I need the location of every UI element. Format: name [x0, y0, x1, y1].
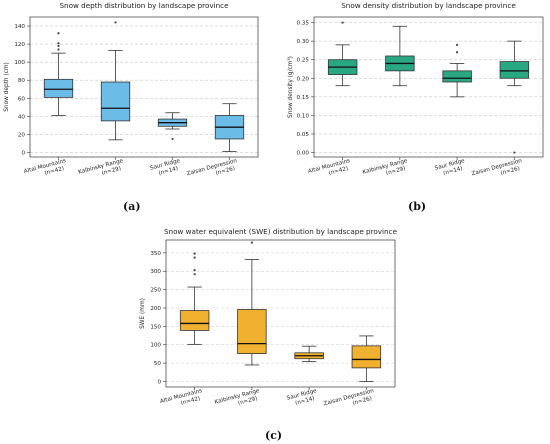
box	[237, 309, 267, 354]
y-tick-label: 0.00	[297, 151, 310, 157]
x-tick-label-count: (n=29)	[101, 166, 122, 177]
outlier-point	[57, 44, 60, 48]
y-axis-label: SWE (mm)	[140, 298, 146, 329]
x-tick-label-count: (n=29)	[385, 166, 406, 177]
outlier-point	[57, 48, 60, 51]
box	[351, 345, 382, 369]
x-tick-label-count: (n=14)	[443, 166, 464, 177]
y-tick-label: 0.25	[297, 58, 310, 64]
swe-chart: Snow water equivalent (SWE) distribution…	[140, 227, 398, 414]
plot-frame	[165, 239, 396, 388]
x-tick-label-count: (n=26)	[215, 166, 236, 177]
y-tick-label: 40	[18, 114, 26, 120]
x-tick-label: Zaisan Depression(n=26)	[323, 388, 377, 414]
y-tick-label: 80	[18, 78, 26, 84]
box	[179, 310, 210, 331]
outlier-point	[250, 241, 253, 244]
outlier-point	[57, 42, 60, 45]
outlier-point	[341, 21, 344, 24]
x-tick-label-count: (n=42)	[180, 396, 201, 407]
y-tick-label: 120	[14, 42, 25, 48]
x-tick-label-count: (n=29)	[237, 396, 258, 407]
x-tick-label-count: (n=26)	[500, 166, 521, 177]
x-tick-label: Altai Mountains(n=42)	[159, 388, 204, 412]
y-tick-label: 140	[14, 24, 25, 30]
y-tick-label: 100	[150, 343, 161, 349]
x-tick-label: Kalbinsky Range(n=29)	[78, 158, 126, 183]
x-tick-label-count: (n=14)	[295, 396, 316, 407]
x-tick-label: Saur Ridge(n=14)	[286, 388, 319, 409]
x-tick-label: Altai Mountains(n=42)	[307, 158, 352, 182]
y-tick-label: 60	[18, 96, 26, 102]
outlier-point	[193, 269, 196, 272]
x-tick-label: Saur Ridge(n=14)	[150, 158, 183, 179]
plot-frame	[29, 16, 259, 158]
x-tick-label: Zaisan Depression(n=26)	[471, 158, 525, 184]
box	[43, 78, 74, 98]
outlier-point	[193, 252, 196, 255]
panel-label-a: (a)	[123, 200, 141, 213]
y-tick-label: 250	[150, 288, 161, 294]
outlier-point	[513, 151, 516, 154]
chart-title: Snow water equivalent (SWE) distribution…	[164, 227, 398, 236]
y-tick-label: 200	[150, 306, 161, 312]
y-tick-label: 0	[21, 150, 25, 156]
x-tick-label: Altai Mountains(n=42)	[23, 158, 68, 182]
outlier-point	[456, 51, 459, 54]
y-tick-label: 0.05	[297, 132, 310, 138]
y-tick-label: 0.10	[297, 113, 310, 119]
panel-label-b: (b)	[408, 200, 427, 213]
box	[499, 61, 530, 79]
outlier-point	[114, 21, 117, 24]
y-tick-label: 100	[14, 60, 25, 66]
x-tick-label-count: (n=14)	[158, 166, 179, 177]
y-tick-label: 0	[157, 379, 161, 385]
outlier-point	[193, 273, 196, 276]
box	[442, 70, 472, 83]
x-tick-label-count: (n=42)	[44, 166, 65, 177]
y-tick-label: 20	[18, 132, 26, 138]
x-tick-label: Kalbinsky Range(n=29)	[214, 388, 262, 413]
y-tick-label: 350	[150, 251, 161, 257]
x-tick-label-count: (n=42)	[328, 166, 349, 177]
y-tick-label: 0.35	[297, 21, 310, 27]
y-tick-label: 300	[150, 269, 161, 275]
snow-depth-chart: Snow depth distribution by landscape pro…	[4, 1, 259, 184]
snow-density-chart: Snow density distribution by landscape p…	[287, 1, 544, 184]
chart-title: Snow density distribution by landscape p…	[341, 1, 516, 10]
x-tick-label-count: (n=26)	[352, 396, 373, 407]
y-tick-label: 0.15	[297, 95, 310, 101]
x-tick-label: Zaisan Depression(n=26)	[186, 158, 240, 184]
y-axis-label: Snow density (g/cm³)	[287, 56, 294, 118]
box	[100, 81, 131, 122]
outlier-point	[171, 137, 174, 141]
y-tick-label: 150	[150, 324, 161, 330]
y-tick-label: 0.20	[297, 76, 310, 82]
chart-title: Snow depth distribution by landscape pro…	[59, 1, 229, 10]
y-axis-label: Snow depth (cm)	[4, 62, 10, 112]
y-tick-label: 50	[154, 361, 162, 367]
x-tick-label: Kalbinsky Range(n=29)	[362, 158, 410, 183]
plot-frame	[313, 16, 544, 158]
outlier-point	[57, 32, 60, 35]
panel-label-c: (c)	[265, 429, 283, 442]
y-tick-label: 0.30	[297, 39, 310, 45]
outlier-point	[193, 256, 196, 259]
outlier-point	[456, 43, 459, 46]
x-tick-label: Saur Ridge(n=14)	[434, 158, 467, 179]
